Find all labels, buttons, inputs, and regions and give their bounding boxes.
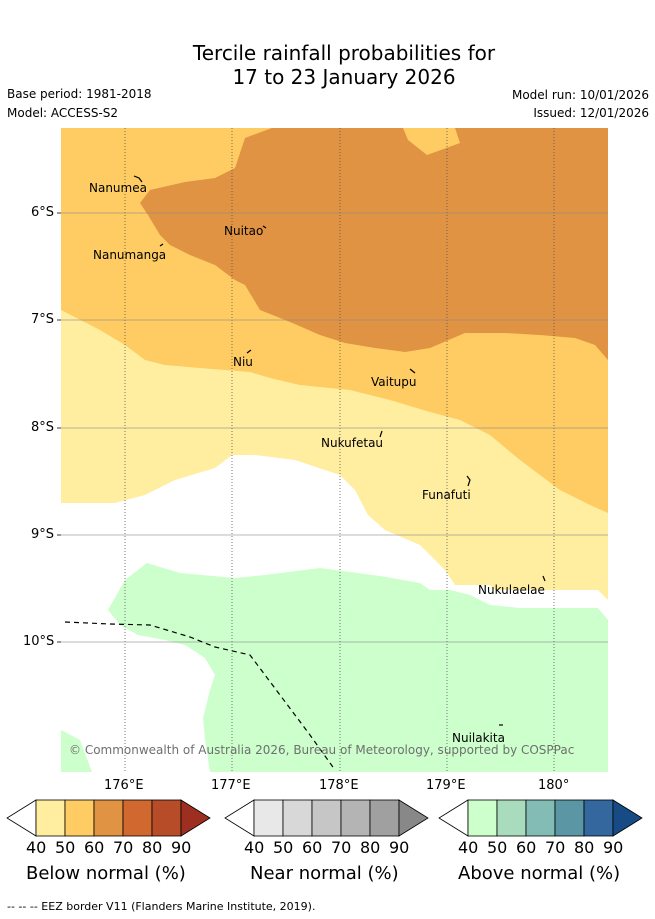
legend-below-swatch-5 xyxy=(151,799,182,837)
latitude-lines xyxy=(61,212,608,643)
lon-label-177e: 177°E xyxy=(211,778,251,793)
island-label-niu: Niu xyxy=(233,355,253,369)
lat-label-8s: 8°S xyxy=(31,420,55,435)
base-period: Base period: 1981-2018 xyxy=(7,87,152,101)
legend-near-swatch-2 xyxy=(282,799,313,837)
model-name: Model: ACCESS-S2 xyxy=(7,106,119,120)
lon-label-179e: 179°E xyxy=(426,778,466,793)
legend-near-swatch-6 xyxy=(398,799,429,837)
legend-near-swatch-4 xyxy=(340,799,371,837)
region-below-70 xyxy=(140,128,608,360)
lat-label-6s: 6°S xyxy=(31,205,55,220)
legend-above-swatch-3 xyxy=(525,799,556,837)
legend-above-swatch-5 xyxy=(583,799,614,837)
legend-below-swatch-3 xyxy=(93,799,124,837)
lon-label-176e: 176°E xyxy=(104,778,144,793)
axis-ticks xyxy=(57,212,61,643)
island-label-nuilakita: Nuilakita xyxy=(452,731,505,745)
legend-above xyxy=(438,799,643,837)
island-label-vaitupu: Vaitupu xyxy=(371,375,417,389)
legend-near-swatch-1 xyxy=(253,799,284,837)
copyright-notice: © Commonwealth of Australia 2026, Bureau… xyxy=(69,743,575,757)
legend-below-label: Below normal (%) xyxy=(26,863,186,884)
longitude-lines xyxy=(124,128,555,772)
legend-above-label: Above normal (%) xyxy=(458,863,621,884)
map-title-line2: 17 to 23 January 2026 xyxy=(232,65,456,89)
region-above-40 xyxy=(61,563,608,772)
legend-near-label: Near normal (%) xyxy=(250,863,399,884)
island-label-nuitao: Nuitao xyxy=(224,224,264,238)
island-label-nanumanga: Nanumanga xyxy=(93,248,167,262)
lat-label-9s: 9°S xyxy=(31,527,55,542)
legend-near-swatch-5 xyxy=(369,799,400,837)
island-label-nukufetau: Nukufetau xyxy=(321,436,384,450)
legend-above-swatch-6 xyxy=(612,799,643,837)
legend-above-swatch-2 xyxy=(496,799,527,837)
issued-date: Issued: 12/01/2026 xyxy=(533,106,649,120)
legend-above-swatch-4 xyxy=(554,799,585,837)
lat-label-7s: 7°S xyxy=(31,312,55,327)
island-label-nukulaelae: Nukulaelae xyxy=(478,583,545,597)
eez-footnote: -- -- -- EEZ border V11 (Flanders Marine… xyxy=(7,900,316,913)
model-run: Model run: 10/01/2026 xyxy=(511,88,649,102)
legend-below-swatch-6 xyxy=(180,799,211,837)
island-shapes xyxy=(133,175,546,726)
lon-label-180: 180° xyxy=(538,778,570,793)
island-label-nanumea: Nanumea xyxy=(89,181,147,195)
legend-below-swatch-2 xyxy=(64,799,95,837)
legend-below xyxy=(6,799,211,837)
lat-label-10s: 10°S xyxy=(23,634,55,649)
legend-below-swatch-1 xyxy=(35,799,66,837)
map-title-line1: Tercile rainfall probabilities for xyxy=(192,41,496,65)
legend-below-swatch-4 xyxy=(122,799,153,837)
legend-near xyxy=(224,799,429,837)
legend-above-swatch-1 xyxy=(467,799,498,837)
legend-near-swatch-3 xyxy=(311,799,342,837)
island-label-funafuti: Funafuti xyxy=(422,488,471,502)
eez-border xyxy=(64,621,336,771)
probability-regions xyxy=(61,128,608,772)
lon-label-178e: 178°E xyxy=(319,778,359,793)
